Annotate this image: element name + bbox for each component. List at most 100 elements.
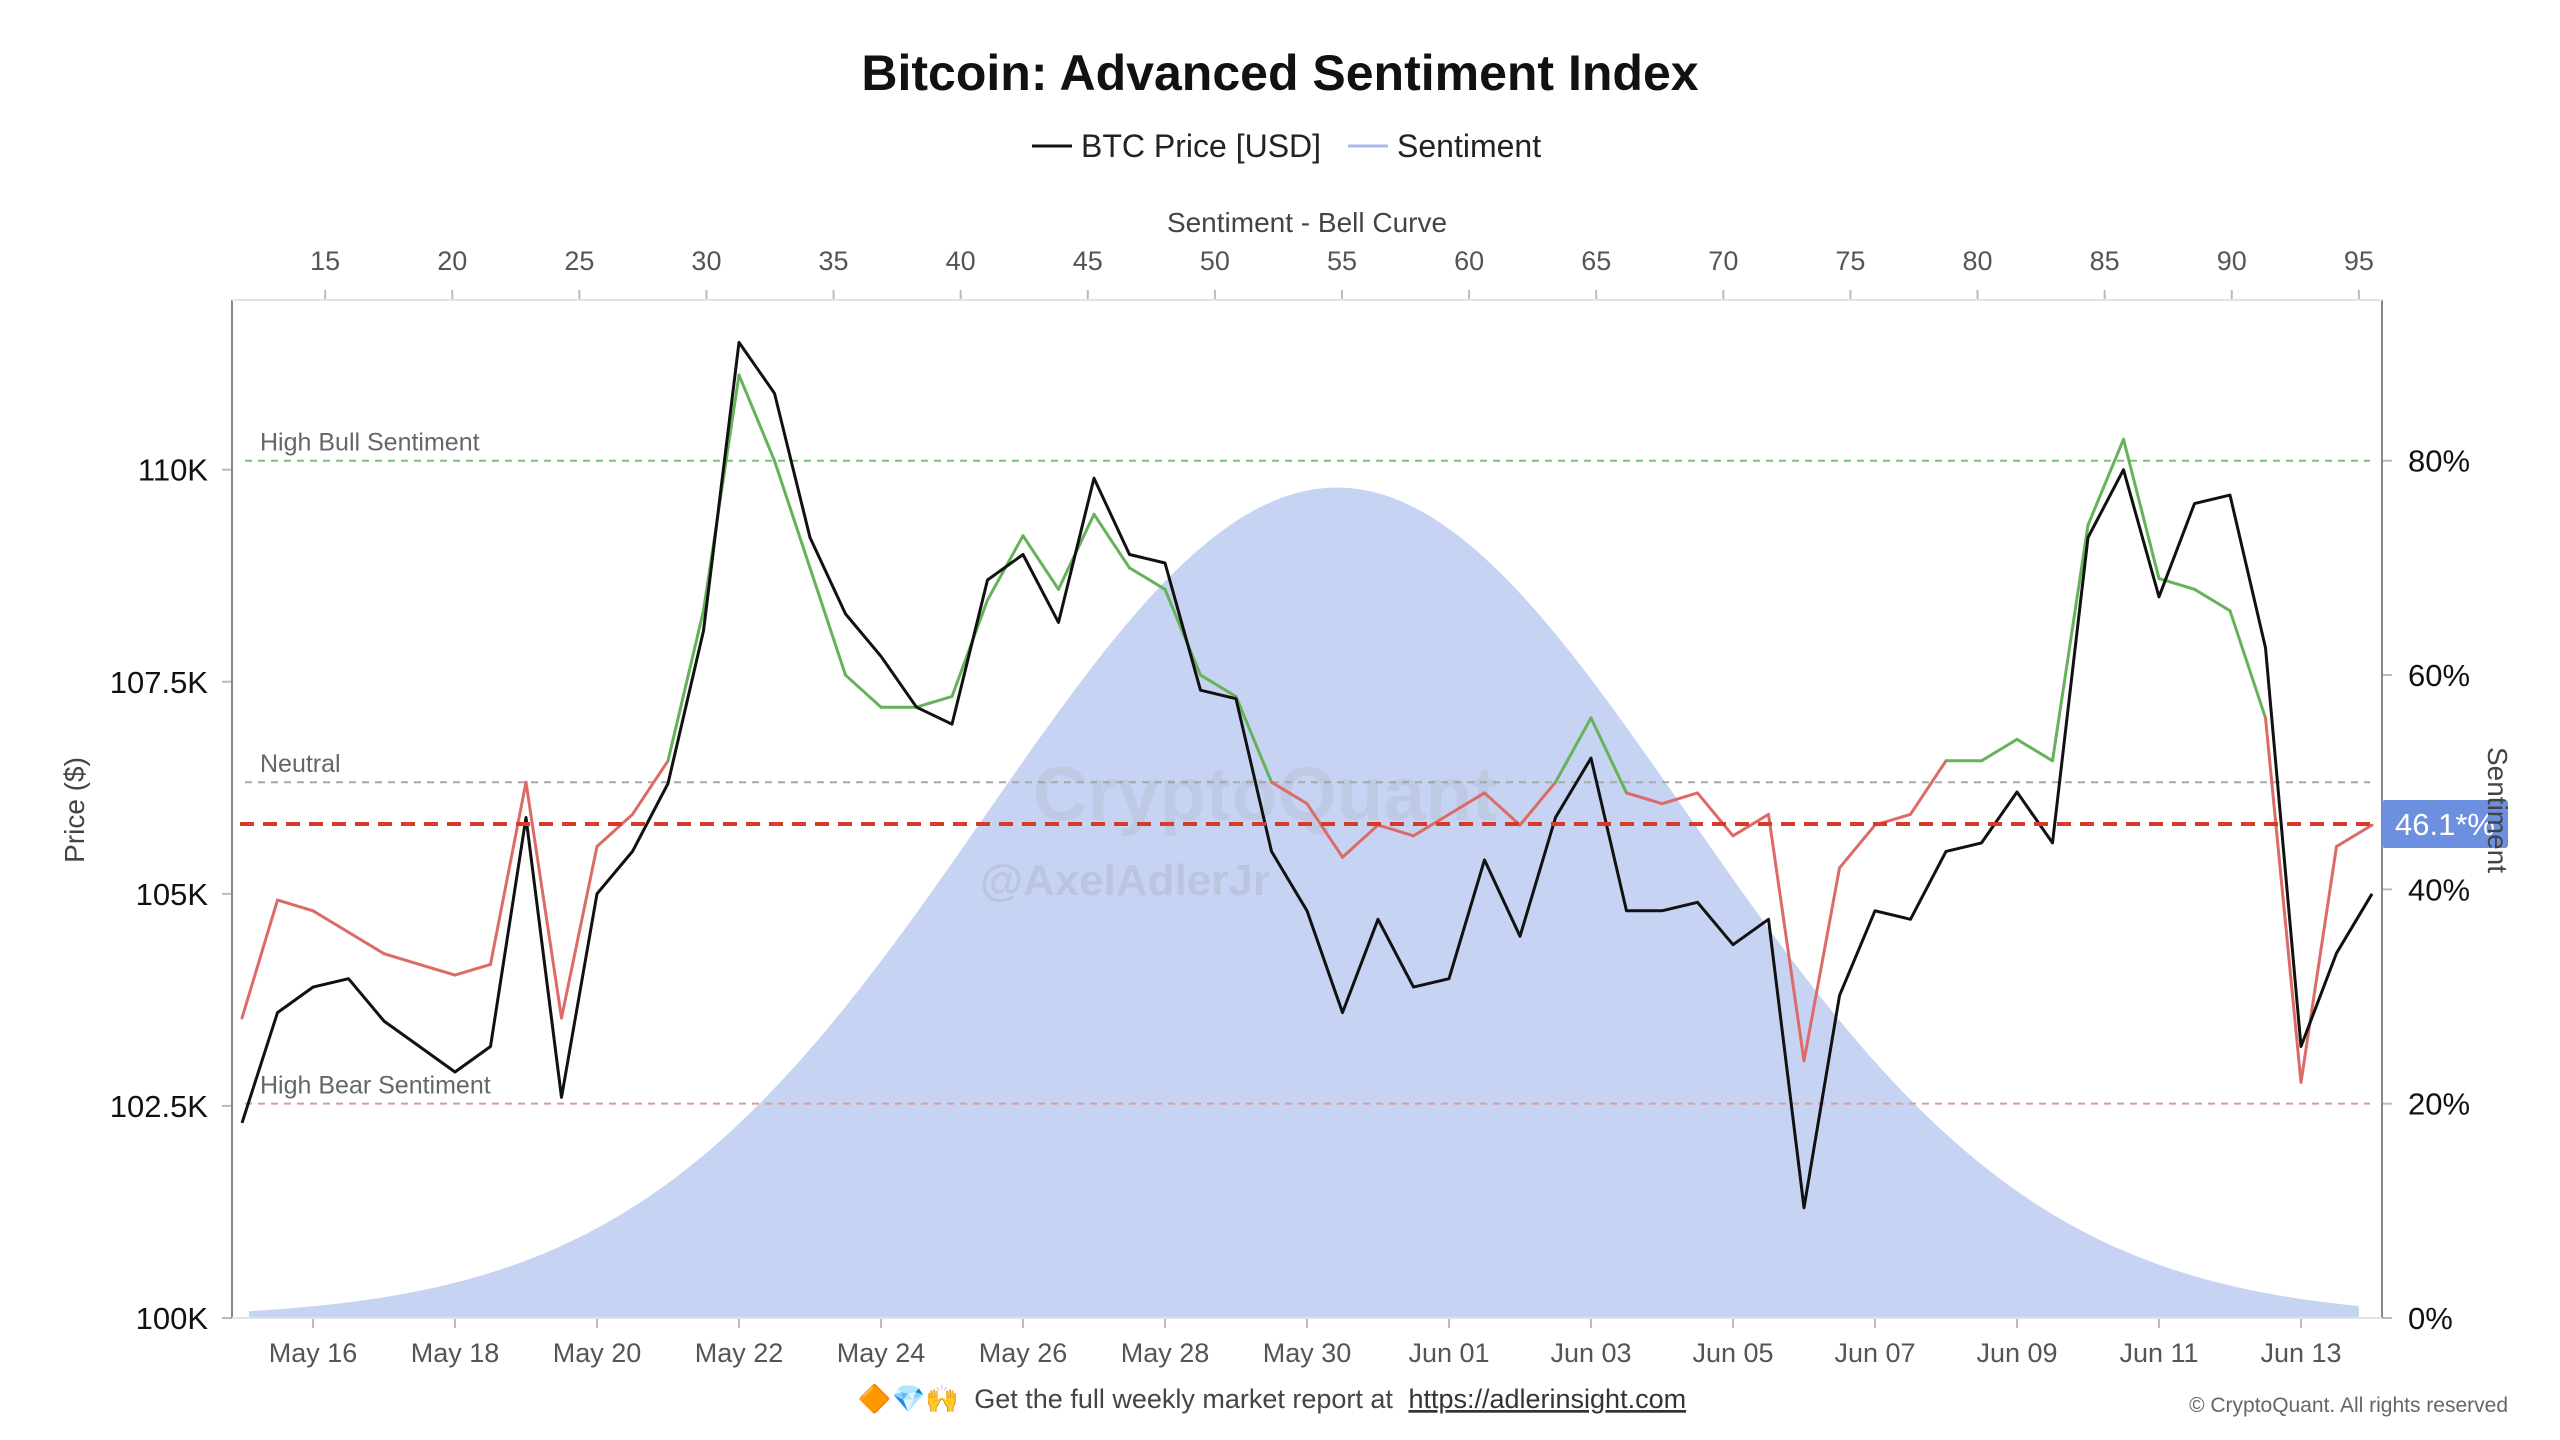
- y-right-tick-label: 40%: [2408, 872, 2470, 907]
- top-tick-label: 80: [1963, 246, 1993, 276]
- y-left-axis-title: Price ($): [59, 757, 90, 863]
- sentiment-segment: [2264, 716, 2303, 1084]
- sentiment-segment: [1163, 587, 1202, 677]
- sentiment-segment: [1980, 737, 2019, 763]
- footer-emoji: 🔶💎🙌: [858, 1383, 959, 1414]
- top-axis-title: Sentiment - Bell Curve: [1167, 207, 1447, 238]
- sentiment-segment: [1412, 812, 1451, 838]
- watermark-handle: @AxelAdlerJr: [980, 856, 1270, 905]
- top-tick-label: 90: [2217, 246, 2247, 276]
- price-line: [240, 340, 2374, 1210]
- sentiment-segment: [666, 609, 705, 763]
- top-tick-label: 70: [1708, 246, 1738, 276]
- x-tick-label: Jun 03: [1550, 1338, 1631, 1368]
- x-tick-label: May 22: [695, 1338, 784, 1368]
- sentiment-segment: [418, 962, 457, 977]
- sentiment-segment: [915, 694, 954, 709]
- sentiment-segment: [1199, 673, 1238, 698]
- reference-line-label: High Bull Sentiment: [260, 429, 480, 457]
- y-left-tick-label: 100K: [136, 1301, 209, 1336]
- sentiment-segment: [1696, 791, 1735, 838]
- top-tick-label: 60: [1454, 246, 1484, 276]
- sentiment-segment: [808, 566, 847, 677]
- top-tick-label: 25: [564, 246, 594, 276]
- sentiment-segment: [1660, 791, 1699, 806]
- x-tick-label: May 26: [979, 1338, 1068, 1368]
- sentiment-segment: [1128, 566, 1167, 591]
- sentiment-segment: [311, 909, 350, 934]
- sentiment-segment: [2299, 845, 2338, 1084]
- x-axis-ticks: May 16 May 18 May 20 May 22 May 24 May 26 May …: [269, 1318, 2342, 1368]
- sentiment-segment: [1909, 759, 1948, 816]
- sentiment-segment: [1518, 780, 1557, 827]
- top-tick-label: 75: [1835, 246, 1865, 276]
- y-right-tick-label: 60%: [2408, 658, 2470, 693]
- current-sentiment-marker: 46.1*%: [240, 800, 2508, 849]
- sentiment-segment: [2122, 437, 2161, 581]
- sentiment-segment: [773, 459, 812, 570]
- chart-title: Bitcoin: Advanced Sentiment Index: [861, 45, 1698, 101]
- y-right-axis-ticks: 0% 20% 40% 60% 80%: [2382, 444, 2470, 1336]
- reference-line-label: High Bear Sentiment: [260, 1072, 491, 1100]
- x-tick-label: Jun 01: [1408, 1338, 1489, 1368]
- legend-sentiment-label: Sentiment: [1397, 128, 1541, 164]
- y-right-tick-label: 0%: [2408, 1301, 2453, 1336]
- sentiment-segment: [631, 759, 670, 816]
- sentiment-segment: [1731, 812, 1770, 838]
- sentiment-segment: [1341, 823, 1380, 859]
- footer-text: Get the full weekly market report at: [974, 1384, 1393, 1414]
- sentiment-segment: [1447, 791, 1486, 816]
- x-tick-label: May 24: [837, 1338, 926, 1368]
- x-tick-label: May 30: [1263, 1338, 1352, 1368]
- current-sentiment-value: 46.1*%: [2395, 807, 2495, 842]
- y-left-axis-ticks: 100K 102.5K 105K 107.5K 110K: [110, 453, 232, 1336]
- top-tick-label: 45: [1073, 246, 1103, 276]
- x-tick-label: Jun 13: [2260, 1338, 2341, 1368]
- sentiment-segment: [595, 812, 634, 849]
- sentiment-segment: [1270, 780, 1309, 806]
- x-tick-label: Jun 11: [2119, 1338, 2198, 1368]
- sentiment-segment: [844, 673, 883, 709]
- footer-link[interactable]: https://adlerinsight.com: [1408, 1384, 1686, 1414]
- sentiment-segment: [2051, 523, 2090, 763]
- y-left-tick-label: 105K: [136, 877, 209, 912]
- sentiment-segment: [347, 930, 386, 956]
- footer-note: 🔶💎🙌 Get the full weekly market report at…: [858, 1383, 1686, 1414]
- sentiment-segment: [1305, 802, 1344, 859]
- legend: BTC Price [USD] Sentiment: [1032, 128, 1541, 164]
- sentiment-segment: [382, 952, 421, 966]
- sentiment-segment: [1021, 534, 1060, 591]
- y-right-tick-label: 80%: [2408, 444, 2470, 479]
- x-tick-label: May 28: [1121, 1338, 1210, 1368]
- top-tick-label: 85: [2090, 246, 2120, 276]
- sentiment-segment: [1483, 791, 1522, 827]
- sentiment-segment: [2193, 587, 2232, 613]
- reference-line-label: Neutral: [260, 750, 341, 778]
- current-sentiment-badge: [2382, 800, 2508, 849]
- sentiment-segment: [1589, 716, 1628, 795]
- sentiment-segment: [1554, 716, 1593, 784]
- top-axis-ticks: 15 20 25 30 35 40 45 50 55 60 65 70 75 80 85 90 95: [310, 246, 2374, 300]
- sentiment-segment: [276, 898, 315, 913]
- top-tick-label: 50: [1200, 246, 1230, 276]
- x-tick-label: Jun 05: [1692, 1338, 1773, 1368]
- sentiment-segment: [240, 898, 279, 1020]
- top-tick-label: 20: [437, 246, 467, 276]
- sentiment-segment: [737, 373, 776, 463]
- y-right-axis-title: Sentiment: [2482, 747, 2513, 873]
- sentiment-segment: [560, 845, 599, 1020]
- top-tick-label: 30: [691, 246, 721, 276]
- sentiment-segment: [1376, 823, 1415, 838]
- sentiment-segment: [524, 780, 563, 1020]
- sentiment-segment: [1092, 512, 1131, 570]
- sentiment-segment: [2335, 823, 2374, 849]
- legend-price-label: BTC Price [USD]: [1081, 128, 1321, 164]
- sentiment-segment: [2228, 609, 2267, 720]
- sentiment-segment: [1234, 694, 1273, 784]
- price-series: [240, 340, 2374, 1210]
- x-tick-label: Jun 09: [1976, 1338, 2057, 1368]
- y-left-tick-label: 102.5K: [110, 1089, 209, 1124]
- top-tick-label: 65: [1581, 246, 1611, 276]
- top-tick-label: 55: [1327, 246, 1357, 276]
- top-tick-label: 40: [946, 246, 976, 276]
